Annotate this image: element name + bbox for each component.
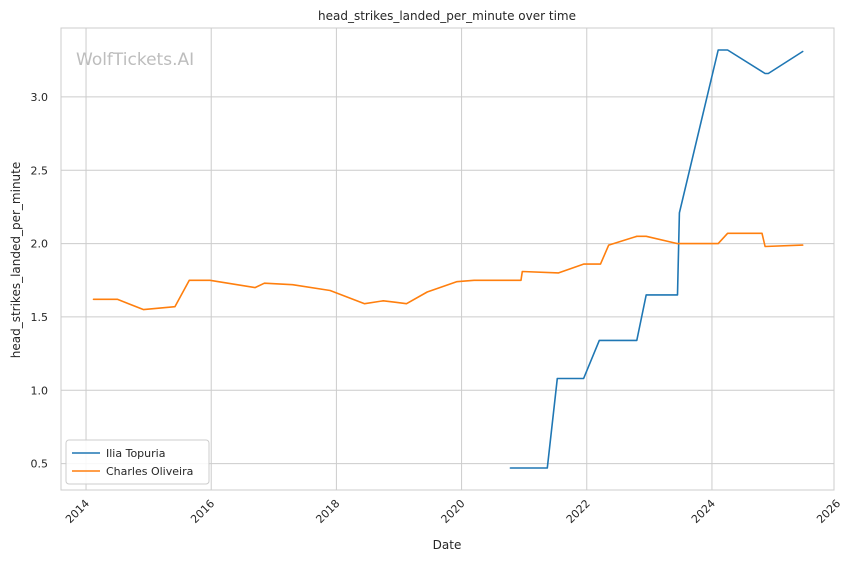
series-line-charles-oliveira [92,232,804,311]
legend-box [65,439,210,485]
y-tick-label: 2.5 [31,164,49,177]
y-axis-label: head_strikes_landed_per_minute [9,162,23,359]
x-axis-label: Date [433,538,462,552]
y-tick-label: 0.5 [31,458,49,471]
legend-label-ilia-topuria: Ilia Topuria [106,447,165,460]
chart-title: head_strikes_landed_per_minute over time [318,9,576,23]
plot-frame [60,27,835,491]
y-tick-labels: 0.5 1.0 1.5 2.0 2.5 3.0 [31,91,49,471]
y-tick-label: 2.0 [31,238,49,251]
series-line-ilia-topuria [509,49,804,469]
y-tick-label: 1.5 [31,311,49,324]
legend-label-charles-oliveira: Charles Oliveira [106,465,193,478]
legend: Ilia Topuria Charles Oliveira [65,439,210,485]
y-tick-label: 1.0 [31,384,49,397]
y-tick-label: 3.0 [31,91,49,104]
series-group [92,49,804,469]
watermark: WolfTickets.AI [76,50,194,70]
